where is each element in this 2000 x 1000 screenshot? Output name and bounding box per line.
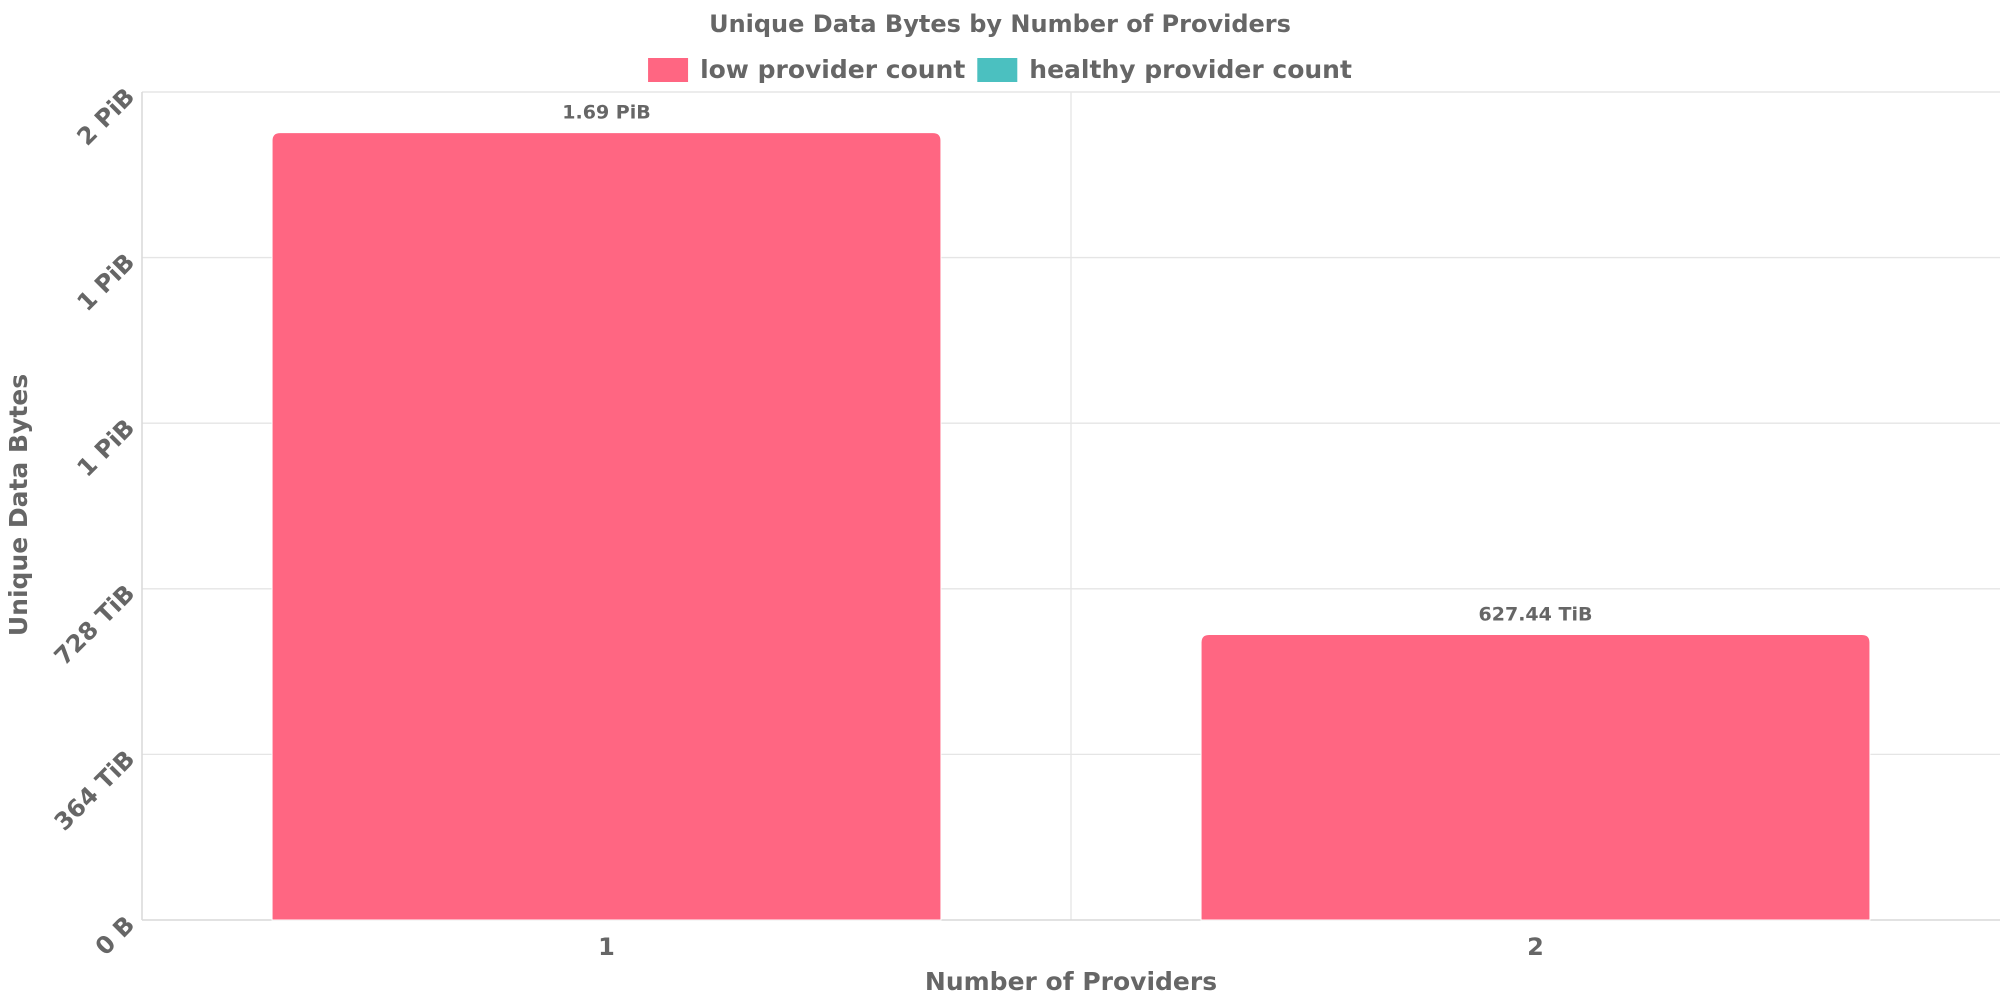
data-label-2: 627.44 TiB <box>1479 604 1593 626</box>
y-tick-label: 0 B <box>90 910 140 960</box>
x-tick-label: 2 <box>1527 933 1544 961</box>
bars <box>271 132 1871 921</box>
legend-label: healthy provider count <box>1029 55 1352 84</box>
bar-1[interactable] <box>271 132 942 921</box>
bar-2[interactable] <box>1200 634 1871 921</box>
y-axis-title: Unique Data Bytes <box>4 374 33 636</box>
data-labels: 1.69 PiB 627.44 TiB <box>562 102 1592 626</box>
x-axis-title: Number of Providers <box>925 967 1217 996</box>
chart-title: Unique Data Bytes by Number of Providers <box>709 10 1291 38</box>
y-tick-label: 1 PiB <box>72 414 141 483</box>
y-axis-ticks: 0 B 364 TiB 728 TiB 1 PiB 1 PiB 2 PiB <box>49 82 140 960</box>
y-tick-label: 728 TiB <box>49 579 140 670</box>
legend-label: low provider count <box>700 55 965 84</box>
legend-item[interactable]: healthy provider count <box>977 55 1352 84</box>
y-tick-label: 2 PiB <box>72 82 141 151</box>
legend-swatch <box>977 58 1018 82</box>
legend-item[interactable]: low provider count <box>648 55 965 84</box>
data-label-1: 1.69 PiB <box>562 102 650 124</box>
y-tick-label: 364 TiB <box>49 745 140 836</box>
legend: low provider count healthy provider count <box>648 55 1352 84</box>
y-tick-label: 1 PiB <box>72 248 141 317</box>
x-tick-label: 1 <box>598 933 615 961</box>
legend-swatch <box>648 58 689 82</box>
